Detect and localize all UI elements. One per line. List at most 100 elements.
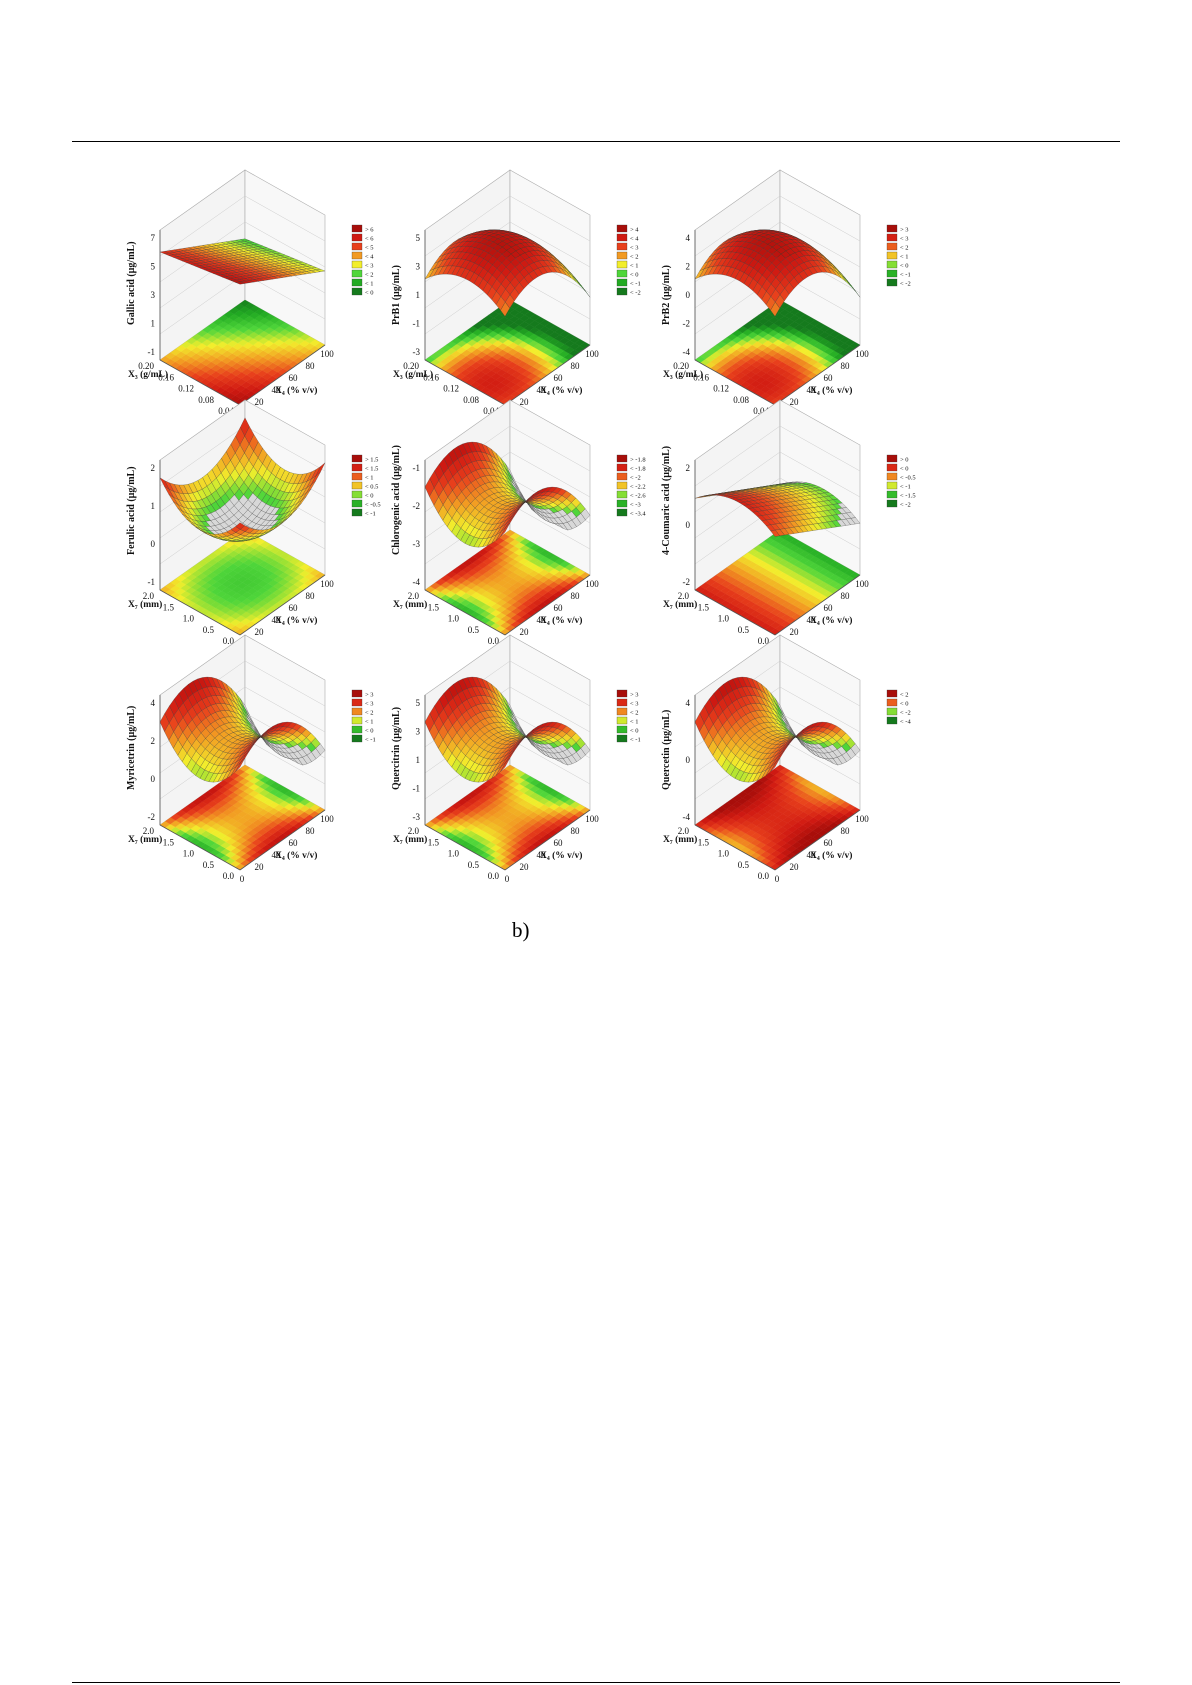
legend-label: < 0 — [365, 728, 374, 735]
z-tick-label: 2 — [686, 463, 691, 473]
z-tick-label: 1 — [151, 319, 156, 329]
surface-cell — [500, 301, 510, 317]
gridline — [424, 195, 591, 257]
y-tick-label: 80 — [571, 826, 581, 836]
y-axis-label: X₄ (% v/v) — [540, 385, 582, 396]
legend-swatch — [886, 490, 898, 499]
y-tick-label: 60 — [824, 373, 834, 383]
legend-label: < 6 — [365, 236, 374, 243]
gridline — [159, 195, 326, 257]
legend-label: < 2 — [365, 272, 374, 279]
legend-label: < 4 — [365, 254, 374, 261]
legend-swatch — [351, 481, 363, 490]
legend-label: < 1 — [365, 281, 374, 288]
y-tick-label: 80 — [841, 361, 851, 371]
legend-label: < 0 — [365, 493, 374, 500]
y-tick-label: 0 — [505, 874, 510, 884]
legend-swatch — [351, 454, 363, 463]
legend-swatch — [886, 242, 898, 251]
legend-swatch — [351, 508, 363, 517]
surface-plot-6: 2.01.51.00.50.002040608010020-2X₇ (mm)X₄… — [661, 399, 916, 649]
x-tick-label: 0.12 — [443, 384, 459, 394]
z-tick-label: -4 — [413, 577, 421, 587]
legend-swatch — [616, 233, 628, 242]
legend-swatch — [886, 233, 898, 242]
y-tick-label: 80 — [306, 591, 316, 601]
z-axis-label: 4-Coumaric acid (µg/mL) — [661, 446, 672, 555]
z-tick-label: 5 — [416, 698, 421, 708]
legend-label: < 0.5 — [365, 484, 378, 491]
legend-swatch — [351, 707, 363, 716]
x-axis-label: X₇ (mm) — [393, 599, 427, 610]
y-tick-label: 20 — [520, 397, 530, 407]
legend-label: < 1 — [630, 263, 639, 270]
x-tick-label: 0.08 — [463, 395, 479, 405]
z-tick-label: 0 — [151, 539, 156, 549]
z-tick-label: 7 — [151, 233, 156, 243]
y-tick-label: 100 — [855, 349, 869, 359]
legend-swatch — [351, 490, 363, 499]
z-tick-label: 4 — [686, 233, 691, 243]
legend-swatch — [616, 278, 628, 287]
legend-label: < -0.5 — [365, 502, 381, 509]
x-tick-label: 0.5 — [468, 625, 480, 635]
legend-swatch — [616, 508, 628, 517]
legend-label: > 0 — [900, 457, 909, 464]
y-tick-label: 80 — [841, 591, 851, 601]
x-tick-label: 0.16 — [158, 372, 174, 382]
legend-swatch — [351, 472, 363, 481]
legend-swatch — [351, 233, 363, 242]
surface-plot-1: 0.200.160.120.080.040204060801007531-1X₃… — [126, 169, 374, 419]
y-tick-label: 20 — [520, 627, 530, 637]
legend-swatch — [351, 734, 363, 743]
legend-swatch — [616, 472, 628, 481]
z-tick-label: 0 — [151, 774, 156, 784]
surface-plot-3: 0.200.160.120.080.04020406080100420-2-4X… — [661, 169, 911, 419]
legend-swatch — [886, 260, 898, 269]
y-tick-label: 20 — [255, 627, 265, 637]
z-axis-label: Ferulic acid (µg/mL) — [126, 466, 137, 555]
x-tick-label: 0.0 — [488, 871, 500, 881]
x-axis-label: X₇ (mm) — [128, 834, 162, 845]
x-tick-label: 1.5 — [698, 602, 710, 612]
legend-label: < 2 — [630, 254, 639, 261]
x-tick-label: 1.5 — [163, 837, 175, 847]
x-tick-label: 1.0 — [448, 849, 460, 859]
color-legend: > 4< 4< 3< 2< 1< 0< -1< -2 — [616, 224, 641, 297]
x-tick-label: 0.20 — [138, 361, 154, 371]
x-tick-label: 1.5 — [428, 837, 440, 847]
y-tick-label: 40 — [272, 385, 282, 395]
color-legend: > 3< 3< 2< 1< 0< -1< -2 — [886, 224, 911, 288]
color-legend: > -1.8< -1.8< -2< -2.2< -2.6< -3< -3.4 — [616, 454, 646, 518]
y-tick-label: 20 — [790, 397, 800, 407]
x-tick-label: 1.5 — [428, 602, 440, 612]
y-tick-label: 100 — [585, 349, 599, 359]
y-tick-label: 60 — [554, 373, 564, 383]
x-tick-label: 1.0 — [718, 614, 730, 624]
x-axis-line — [424, 359, 506, 406]
legend-label: > 1.5 — [365, 457, 378, 464]
y-axis-label: X₄ (% v/v) — [275, 615, 317, 626]
legend-label: < 0 — [900, 466, 909, 473]
y-tick-label: 100 — [320, 349, 334, 359]
legend-swatch — [616, 490, 628, 499]
y-tick-label: 60 — [289, 838, 299, 848]
legend-label: < -2 — [630, 290, 641, 297]
legend-label: > 6 — [365, 227, 374, 234]
x-axis-label: X₃ (g/mL) — [128, 369, 168, 380]
y-axis-line — [504, 344, 591, 406]
legend-label: < 1 — [900, 254, 909, 261]
z-axis-label: Chlorogenic acid (µg/mL) — [391, 445, 402, 555]
z-tick-label: 3 — [151, 290, 156, 300]
x-tick-label: 0.08 — [733, 395, 749, 405]
z-tick-label: 0 — [686, 290, 691, 300]
legend-swatch — [886, 251, 898, 260]
x-tick-label: 0.20 — [403, 361, 419, 371]
legend-swatch — [351, 278, 363, 287]
color-legend: > 0< 0< -0.5< -1< -1.5< -2 — [886, 454, 916, 509]
legend-swatch — [616, 499, 628, 508]
legend-label: < 0 — [630, 272, 639, 279]
legend-label: < -3.4 — [630, 511, 646, 518]
